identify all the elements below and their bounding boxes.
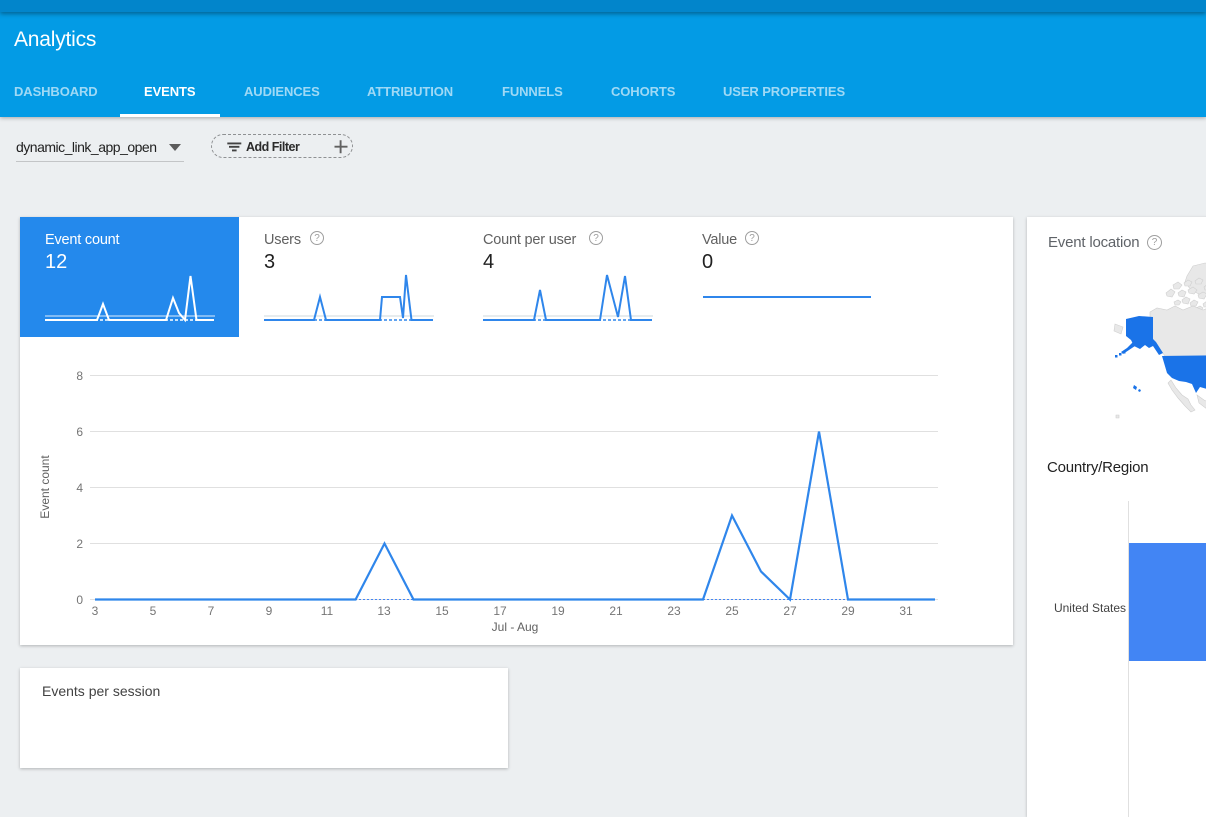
svg-text:23: 23 [667, 604, 681, 618]
svg-text:21: 21 [609, 604, 623, 618]
svg-text:9: 9 [266, 604, 273, 618]
svg-text:31: 31 [899, 604, 913, 618]
svg-text:17: 17 [493, 604, 507, 618]
svg-text:2: 2 [76, 537, 83, 551]
svg-text:4: 4 [76, 481, 83, 495]
svg-text:Event count: Event count [38, 455, 52, 519]
svg-text:8: 8 [76, 369, 83, 383]
svg-text:Jul - Aug: Jul - Aug [492, 620, 539, 634]
svg-text:15: 15 [435, 604, 449, 618]
svg-text:13: 13 [377, 604, 391, 618]
svg-text:3: 3 [92, 604, 99, 618]
svg-text:29: 29 [841, 604, 855, 618]
svg-text:27: 27 [783, 604, 797, 618]
svg-text:7: 7 [208, 604, 215, 618]
svg-text:0: 0 [76, 593, 83, 607]
svg-text:19: 19 [551, 604, 565, 618]
svg-text:11: 11 [321, 604, 334, 618]
svg-text:6: 6 [76, 425, 83, 439]
svg-text:5: 5 [150, 604, 157, 618]
svg-text:25: 25 [725, 604, 739, 618]
